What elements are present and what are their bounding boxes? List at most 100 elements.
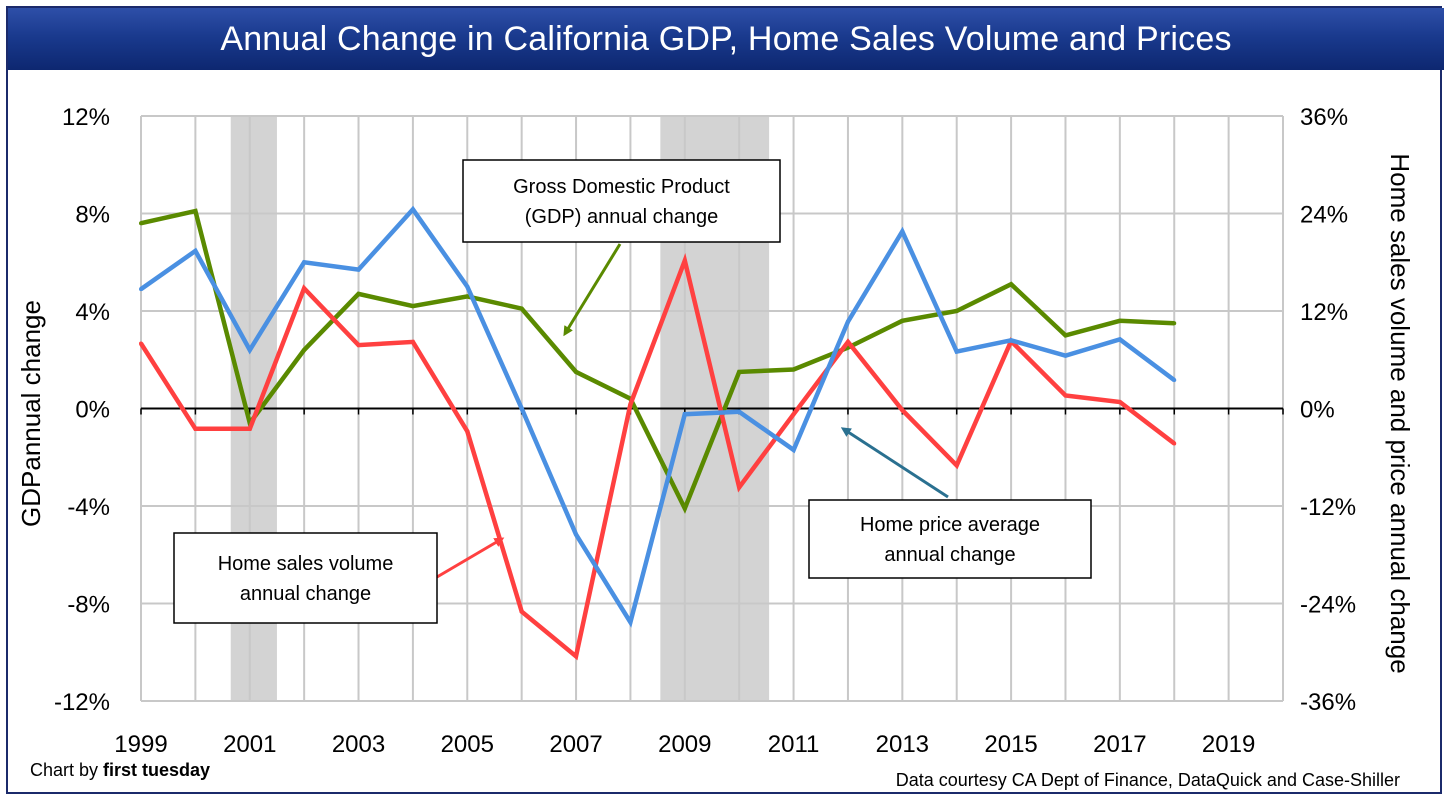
data-source: Data courtesy CA Dept of Finance, DataQu… — [895, 770, 1400, 790]
tick-labels: -12% -8% -4% 0% 4% 8% 12% -36% -24% -12% 0% 12% 24% 3… — [16, 104, 1415, 758]
x-tick-label: 2001 — [223, 731, 276, 758]
callout-gdp-arrow — [563, 243, 622, 337]
callout-price-text: Home price average — [860, 514, 1040, 536]
callout-gdp-box — [462, 159, 781, 243]
y-tick-label: -4% — [67, 494, 110, 521]
series-sales-line — [139, 252, 1176, 661]
series-price-point — [1009, 338, 1014, 343]
series-price-point — [628, 620, 633, 625]
y2-tick-label: -24% — [1300, 592, 1356, 619]
callout-gdp-text: Gross Domestic Product — [513, 176, 730, 198]
series-sales-point — [519, 609, 524, 614]
series-price-point — [737, 409, 742, 414]
x-tick-label: 2011 — [768, 731, 820, 758]
x-tick-label: 2003 — [332, 731, 385, 758]
series-gdp-point — [1117, 318, 1122, 323]
y2-tick-label: -36% — [1300, 689, 1356, 716]
x-tick-label: 2005 — [441, 731, 494, 758]
series-gdp-point — [1172, 321, 1177, 326]
series-gdp-point — [465, 294, 470, 299]
callout-price-text: annual change — [884, 544, 1015, 566]
callout-sales-box — [173, 532, 438, 624]
y-tick-label: 4% — [75, 299, 110, 326]
y2-axis-title: Home sales volume and price annual chang… — [1385, 153, 1415, 673]
callout-price-arrow — [840, 427, 949, 499]
series-sales-point — [900, 408, 905, 413]
y2-tick-label: 24% — [1300, 202, 1348, 229]
series-price-point — [247, 348, 252, 352]
series-gdp-point — [302, 348, 307, 352]
series-sales-point — [682, 258, 687, 263]
series-gdp-point — [139, 221, 143, 226]
series-price-point — [302, 260, 307, 265]
y2-tick-label: -12% — [1300, 494, 1356, 521]
y-tick-label: -12% — [54, 689, 110, 716]
callout-sales-text: Home sales volume — [218, 553, 394, 575]
series-price-point — [791, 447, 796, 452]
series-price-point — [193, 248, 198, 253]
y2-tick-label: 12% — [1300, 299, 1348, 326]
y-tick-label: 8% — [75, 202, 110, 229]
x-tick-label: 2009 — [658, 731, 711, 758]
series-price-point — [465, 284, 470, 289]
credit-brand: first tuesday — [103, 760, 211, 780]
chart-credit: Chart by first tuesday — [30, 760, 210, 781]
series-gdp-point — [737, 369, 742, 374]
series-price-point — [1172, 378, 1177, 383]
series-sales-point — [737, 485, 742, 490]
x-tick-label: 2013 — [876, 731, 929, 758]
series-sales-point — [247, 426, 252, 431]
series-lines — [139, 205, 1177, 661]
series-price-line — [139, 205, 1176, 628]
series-sales-point — [302, 286, 307, 291]
y-tick-label: 12% — [62, 104, 110, 131]
series-gdp-point — [954, 309, 959, 313]
series-price-point — [954, 349, 959, 354]
callout-gdp-text: (GDP) annual change — [525, 206, 718, 228]
series-gdp-point — [519, 306, 524, 311]
credit-prefix: Chart by — [30, 760, 104, 780]
callout-sales-arrow — [436, 537, 505, 579]
series-sales-point — [1172, 441, 1177, 446]
series-gdp-point — [1063, 333, 1068, 338]
series-sales-point — [1063, 393, 1068, 398]
series-price-point — [900, 229, 905, 234]
series-gdp-point — [574, 369, 579, 374]
series-price-point — [682, 412, 687, 417]
series-sales-point — [1117, 400, 1122, 404]
series-sales-point — [954, 463, 959, 468]
y-tick-label: -8% — [67, 592, 110, 619]
series-price-point — [845, 319, 850, 324]
x-tick-label: 1999 — [114, 731, 167, 758]
chart-title: Annual Change in California GDP, Home Sa… — [8, 8, 1444, 70]
callout-price-box — [808, 499, 1092, 579]
x-tick-label: 2015 — [984, 731, 1037, 758]
callouts: Gross Domestic Product (GDP) annual chang… — [173, 159, 1092, 624]
series-sales-point — [465, 429, 470, 434]
series-price-point — [356, 267, 361, 272]
series-sales-point — [356, 343, 361, 348]
series-gdp-point — [682, 506, 687, 511]
series-price-point — [519, 406, 524, 411]
series-price-point — [1063, 353, 1068, 358]
series-sales-point — [410, 339, 415, 344]
series-gdp-point — [356, 291, 361, 296]
x-tick-label: 2007 — [549, 731, 602, 758]
y2-tick-label: 0% — [1300, 397, 1335, 424]
series-gdp-point — [1009, 282, 1014, 287]
x-tick-label: 2019 — [1202, 731, 1255, 758]
y-tick-label: 0% — [75, 397, 110, 424]
series-sales-point — [139, 341, 143, 346]
series-price-point — [574, 532, 579, 537]
series-price-point — [410, 207, 415, 212]
series-price-point — [1117, 337, 1122, 342]
callout-sales-text: annual change — [240, 583, 371, 605]
series-sales-point — [193, 426, 198, 431]
series-gdp-point — [900, 318, 905, 323]
series-sales-point — [791, 412, 796, 417]
series-sales-point — [574, 654, 579, 659]
series-price-point — [139, 287, 143, 292]
series-sales-point — [845, 339, 850, 344]
y2-tick-label: 36% — [1300, 104, 1348, 131]
